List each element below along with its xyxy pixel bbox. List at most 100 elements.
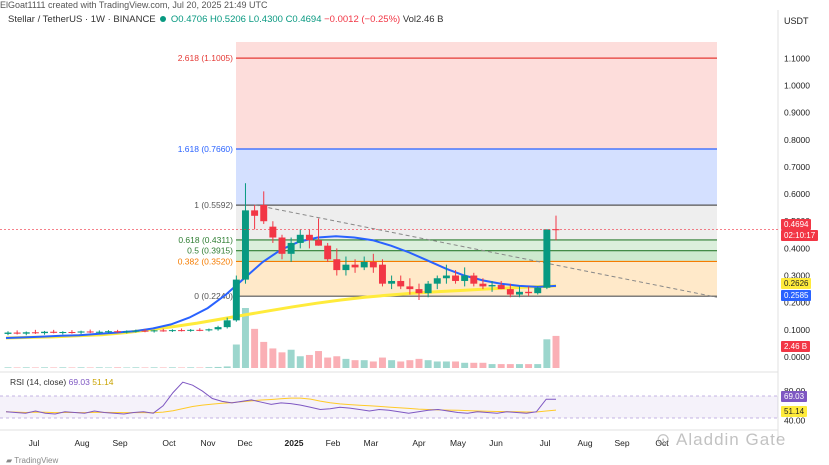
ohlc-change: −0.0012 (−0.25%) bbox=[324, 14, 401, 25]
time-axis[interactable]: Jul Aug Sep Oct Nov Dec 2025 Feb Mar Apr May Jun Jul… bbox=[29, 438, 670, 448]
volume-bar bbox=[168, 367, 176, 368]
tradingview-logo[interactable]: ▰ TradingView bbox=[6, 456, 58, 465]
volume-bars bbox=[4, 308, 560, 368]
volume-bar bbox=[525, 364, 533, 368]
candle bbox=[95, 330, 103, 334]
fib-label-6: 0 (0.2240) bbox=[194, 291, 233, 301]
volume-bar bbox=[424, 360, 432, 368]
price-axis[interactable]: 1.10001.00000.90000.80000.70000.60000.50… bbox=[784, 53, 810, 362]
candle bbox=[150, 329, 158, 333]
price-tick: 0.9000 bbox=[784, 108, 810, 118]
candle bbox=[452, 270, 460, 284]
countdown-badge: 02:10:17 bbox=[781, 230, 819, 241]
volume-bar bbox=[77, 367, 85, 368]
currency-label[interactable]: USDT bbox=[784, 16, 809, 26]
candle bbox=[31, 329, 39, 334]
volume-bar bbox=[22, 367, 30, 368]
rsi-legend[interactable]: RSI (14, close) 69.03 51.14 bbox=[10, 377, 114, 387]
volume-bar bbox=[278, 352, 286, 368]
rsi-label: RSI (14, close) bbox=[10, 377, 67, 387]
volume-bar bbox=[461, 362, 469, 368]
candle bbox=[333, 248, 341, 276]
candle bbox=[287, 237, 295, 262]
ma-yellow-badge: 0.2626 bbox=[781, 278, 812, 289]
watermark-icon: ⊙ bbox=[656, 430, 672, 449]
fib-lines[interactable] bbox=[236, 57, 717, 297]
time-tick: Feb bbox=[326, 438, 341, 448]
rsi-legend-ma: 51.14 bbox=[92, 377, 114, 387]
candle bbox=[269, 221, 277, 243]
candle bbox=[415, 283, 423, 300]
candle bbox=[41, 330, 49, 335]
time-tick: Sep bbox=[614, 438, 629, 448]
volume-bar bbox=[132, 367, 140, 368]
candle bbox=[86, 329, 94, 334]
candle bbox=[324, 242, 332, 262]
time-tick: 2025 bbox=[285, 438, 304, 448]
candle bbox=[424, 280, 432, 298]
price-tick: 0.3000 bbox=[784, 271, 810, 281]
attribution-text: ElGoat1111 created with TradingView.com,… bbox=[0, 0, 268, 10]
volume-bar bbox=[479, 362, 487, 368]
rsi-legend-value: 69.03 bbox=[68, 377, 90, 387]
price-tick: 0.4000 bbox=[784, 243, 810, 253]
fib-zone-0 bbox=[236, 42, 717, 59]
candle bbox=[515, 286, 523, 298]
candle bbox=[13, 330, 21, 335]
candle bbox=[232, 275, 240, 322]
time-tick: Sep bbox=[112, 438, 127, 448]
candle bbox=[123, 330, 131, 334]
volume-bar bbox=[315, 351, 323, 368]
time-tick: Aug bbox=[577, 438, 592, 448]
candle bbox=[488, 280, 496, 292]
time-tick: Oct bbox=[162, 438, 176, 448]
trendline[interactable] bbox=[254, 204, 718, 298]
symbol-legend[interactable]: Stellar / TetherUS · 1W · BINANCE O0.470… bbox=[8, 14, 444, 25]
candle bbox=[77, 330, 85, 334]
candle bbox=[68, 330, 76, 334]
ma-blue-badge: 0.2585 bbox=[781, 290, 812, 301]
volume-bar bbox=[342, 358, 350, 368]
fib-label-5: 0.382 (0.3520) bbox=[178, 256, 233, 266]
volume-bar bbox=[433, 361, 441, 368]
candle bbox=[260, 191, 268, 224]
volume-bar bbox=[470, 362, 478, 368]
candle bbox=[251, 204, 259, 230]
candle bbox=[141, 329, 149, 333]
time-tick: May bbox=[450, 438, 467, 448]
fib-zone-1 bbox=[236, 58, 717, 149]
time-tick: Oct bbox=[655, 438, 669, 448]
fib-label-0: 2.618 (1.1005) bbox=[178, 53, 233, 63]
volume-bar bbox=[388, 360, 396, 368]
volume-bar bbox=[305, 354, 313, 368]
volume-bar bbox=[86, 367, 94, 368]
candle bbox=[114, 329, 122, 333]
volume-bar bbox=[333, 356, 341, 368]
price-tick: 0.2000 bbox=[784, 298, 810, 308]
price-tick: 0.7000 bbox=[784, 162, 810, 172]
symbol-name: Stellar / TetherUS · 1W · BINANCE bbox=[8, 14, 156, 25]
volume-bar bbox=[515, 364, 523, 368]
fib-zone-5 bbox=[236, 250, 717, 262]
volume-bar bbox=[196, 367, 204, 368]
volume-bar bbox=[4, 367, 12, 368]
candle bbox=[305, 229, 313, 249]
candle bbox=[205, 328, 213, 332]
candle bbox=[278, 234, 286, 260]
fib-zone-4 bbox=[236, 239, 717, 251]
rsi-line bbox=[5, 381, 556, 415]
ohlc-high: H0.5206 bbox=[210, 14, 246, 25]
candle bbox=[479, 278, 487, 290]
volume-bar bbox=[150, 367, 158, 368]
time-tick: Aug bbox=[74, 438, 89, 448]
candle bbox=[241, 183, 249, 284]
volume-bar bbox=[452, 361, 460, 368]
price-tick: 0.0000 bbox=[784, 352, 810, 362]
candle bbox=[433, 275, 441, 290]
volume-bar bbox=[223, 366, 231, 368]
ohlc-low: L0.4300 bbox=[248, 14, 283, 25]
candles bbox=[4, 183, 560, 336]
price-badge: 0.4694 bbox=[781, 219, 812, 230]
volume-bar bbox=[31, 367, 39, 368]
